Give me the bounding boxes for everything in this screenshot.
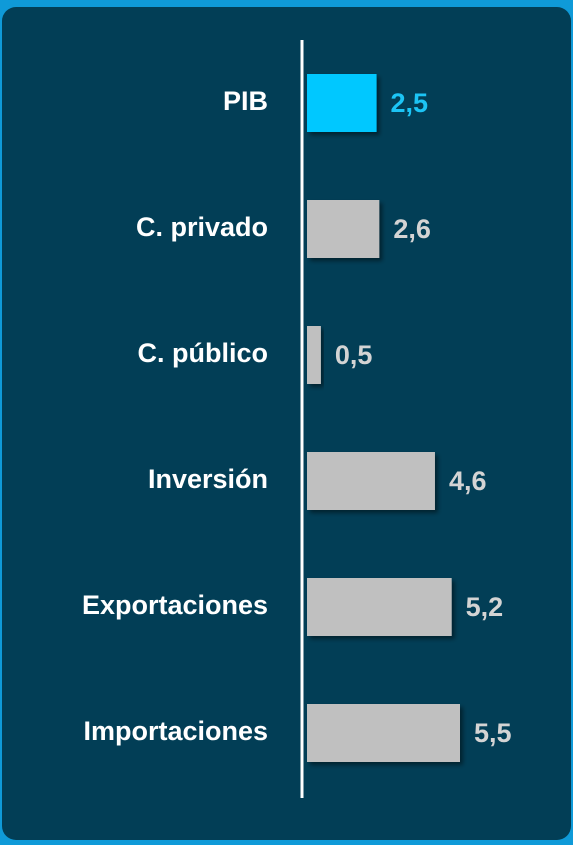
value-label: 2,5: [391, 88, 429, 118]
category-label: C. público: [138, 338, 269, 368]
value-label: 4,6: [449, 466, 487, 496]
panel: [2, 7, 571, 840]
category-label: Importaciones: [83, 716, 268, 746]
category-label: Exportaciones: [82, 590, 268, 620]
category-label: Inversión: [148, 464, 268, 494]
category-label: C. privado: [136, 212, 268, 242]
category-label: PIB: [223, 86, 268, 116]
value-label: 2,6: [393, 214, 431, 244]
value-label: 0,5: [335, 340, 373, 370]
value-label: 5,5: [474, 718, 512, 748]
value-label: 5,2: [466, 592, 504, 622]
bar: [307, 326, 321, 384]
bar: [307, 200, 380, 258]
bar: [307, 704, 460, 762]
bar: [307, 452, 435, 510]
bar: [307, 578, 452, 636]
bar: [307, 74, 377, 132]
